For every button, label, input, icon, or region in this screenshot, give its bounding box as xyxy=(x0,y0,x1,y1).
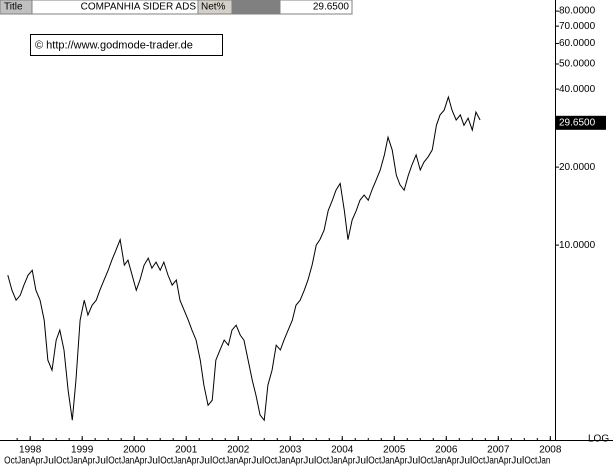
x-minor-tick-label: Jan xyxy=(381,456,394,466)
x-tick-label: 2003 xyxy=(279,445,302,456)
x-minor-tick-label: Jan xyxy=(225,456,238,466)
y-tick-label: 50.0000 xyxy=(559,59,596,70)
y-tick-label: 70.0000 xyxy=(559,21,596,32)
x-minor-tick-label: Jul xyxy=(43,456,56,466)
x-minor-tick-label: Jul xyxy=(147,456,160,466)
x-minor-tick-label: Apr xyxy=(446,456,460,466)
x-tick-label: 2008 xyxy=(539,445,562,456)
x-minor-tick-label: Oct xyxy=(316,456,329,466)
x-tick-label: 2005 xyxy=(383,445,406,456)
y-tick-label: 20.0000 xyxy=(559,162,596,173)
x-minor-tick-label: Jul xyxy=(199,456,212,466)
x-minor-tick-label: Jan xyxy=(69,456,82,466)
x-minor-tick-label: Oct xyxy=(56,456,69,466)
x-minor-tick-label: Jan xyxy=(485,456,498,466)
x-minor-tick-label: Jul xyxy=(303,456,316,466)
header-net-label: Net% xyxy=(201,2,226,13)
x-tick-label: 2001 xyxy=(175,445,198,456)
x-minor-tick-label: Apr xyxy=(394,456,408,466)
x-minor-tick-label: Oct xyxy=(472,456,485,466)
x-minor-tick-label: Jan xyxy=(17,456,30,466)
x-minor-tick-label: Oct xyxy=(264,456,277,466)
x-minor-tick-label: Oct xyxy=(420,456,433,466)
header-cell xyxy=(231,0,281,15)
header-cell xyxy=(279,0,353,15)
x-minor-tick-label: Jan xyxy=(537,456,550,466)
y-tick-label: 80.0000 xyxy=(559,6,596,17)
y-tick-label: 10.0000 xyxy=(559,240,596,251)
x-tick-label: 1998 xyxy=(19,445,42,456)
x-minor-tick-label: Apr xyxy=(238,456,252,466)
x-minor-tick-label: Apr xyxy=(290,456,304,466)
x-tick-label: 2007 xyxy=(487,445,510,456)
x-tick-label: 2002 xyxy=(227,445,250,456)
y-tick-label: 40.0000 xyxy=(559,84,596,95)
last-price-label: 29.6500 xyxy=(559,117,596,128)
x-minor-tick-label: Apr xyxy=(186,456,200,466)
x-minor-tick-label: Jul xyxy=(511,456,524,466)
x-minor-tick-label: Jul xyxy=(355,456,368,466)
watermark-box xyxy=(30,34,223,56)
x-minor-tick-label: Jul xyxy=(251,456,264,466)
x-minor-tick-label: Oct xyxy=(4,456,17,466)
x-minor-tick-label: Oct xyxy=(524,456,537,466)
y-tick-label: 60.0000 xyxy=(559,38,596,49)
x-minor-tick-label: Oct xyxy=(368,456,381,466)
header-value: 29.6500 xyxy=(313,2,350,13)
x-minor-tick-label: Apr xyxy=(498,456,512,466)
x-minor-tick-label: Apr xyxy=(342,456,356,466)
x-tick-label: 1999 xyxy=(71,445,94,456)
x-minor-tick-label: Jan xyxy=(173,456,186,466)
price-line xyxy=(7,95,481,422)
x-tick-label: 2006 xyxy=(435,445,458,456)
x-minor-tick-label: Apr xyxy=(30,456,44,466)
last-price-box xyxy=(556,115,606,130)
x-minor-tick-label: Jul xyxy=(95,456,108,466)
x-minor-tick-label: Apr xyxy=(82,456,96,466)
x-minor-tick-label: Jul xyxy=(459,456,472,466)
log-label: LOG xyxy=(588,434,609,445)
header-name: COMPANHIA SIDER ADS xyxy=(81,2,197,13)
x-minor-tick-label: Jan xyxy=(329,456,342,466)
x-tick-label: 2000 xyxy=(123,445,146,456)
x-minor-tick-label: Jan xyxy=(121,456,134,466)
header-title-label: Title xyxy=(4,2,23,13)
x-minor-tick-label: Oct xyxy=(108,456,121,466)
x-minor-tick-label: Jul xyxy=(407,456,420,466)
x-tick-label: 2004 xyxy=(331,445,354,456)
x-minor-tick-label: Jan xyxy=(277,456,290,466)
x-minor-tick-label: Apr xyxy=(134,456,148,466)
x-minor-tick-label: Oct xyxy=(212,456,225,466)
x-minor-tick-label: Oct xyxy=(160,456,173,466)
watermark: © http://www.godmode-trader.de xyxy=(35,39,193,51)
x-minor-tick-label: Jan xyxy=(433,456,446,466)
